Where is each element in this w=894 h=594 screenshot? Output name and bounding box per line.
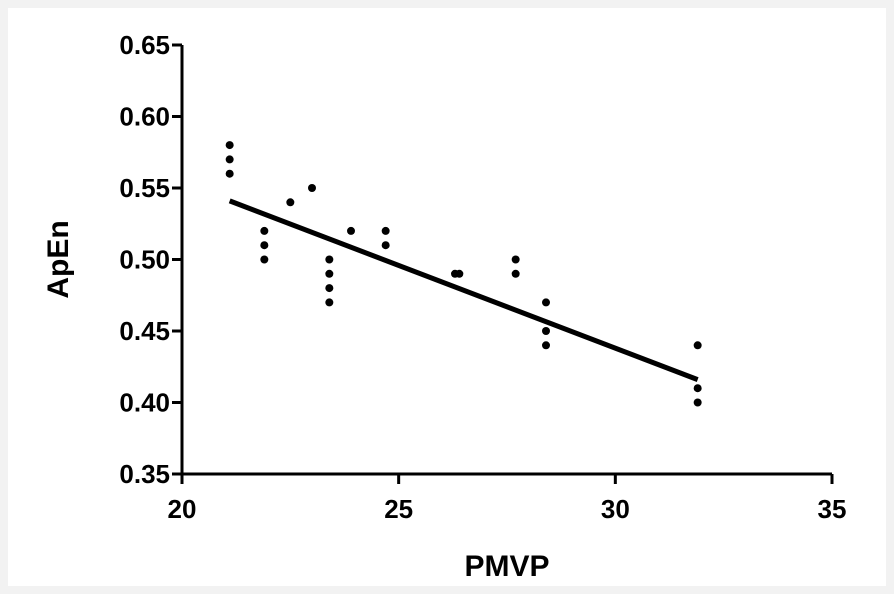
x-axis-title: PMVP <box>464 550 549 583</box>
y-tick-label: 0.65 <box>119 30 170 60</box>
data-point <box>455 269 464 278</box>
data-point <box>225 169 234 178</box>
y-axis-title: ApEn <box>42 220 75 298</box>
data-points <box>225 141 702 407</box>
data-point <box>511 269 520 278</box>
data-point <box>325 255 334 264</box>
data-point <box>381 241 390 250</box>
data-point <box>511 255 520 264</box>
data-point <box>325 269 334 278</box>
chart-frame <box>8 8 886 586</box>
x-tick-label: 20 <box>168 494 197 524</box>
y-tick-label: 0.50 <box>119 245 170 275</box>
y-tick-label: 0.35 <box>119 459 170 489</box>
data-point <box>325 298 334 307</box>
regression-fit <box>228 198 699 382</box>
x-tick-label: 30 <box>601 494 630 524</box>
x-tick-label: 25 <box>384 494 413 524</box>
data-point <box>542 327 550 335</box>
data-point <box>260 226 269 235</box>
data-point <box>693 384 702 393</box>
y-tick-label: 0.60 <box>119 102 170 132</box>
data-point <box>286 198 295 207</box>
data-point <box>260 255 269 264</box>
data-point <box>347 226 355 235</box>
data-point <box>260 241 269 250</box>
y-tick-label: 0.40 <box>119 388 170 418</box>
data-point <box>693 341 702 350</box>
data-point <box>542 298 550 307</box>
y-tick-label: 0.55 <box>119 173 170 203</box>
y-tick-label: 0.45 <box>119 316 170 346</box>
y-axis: 0.35 0.40 0.45 0.50 0.55 0.60 0.65 <box>119 30 184 489</box>
data-point <box>542 341 550 350</box>
data-point <box>308 184 316 192</box>
data-point <box>225 141 234 150</box>
x-tick-label: 35 <box>818 494 847 524</box>
data-point <box>325 284 334 293</box>
data-point <box>225 155 234 164</box>
data-point <box>693 398 702 407</box>
regression-line <box>228 198 699 382</box>
x-axis: 20 25 30 35 <box>168 472 847 524</box>
data-point <box>381 226 390 235</box>
